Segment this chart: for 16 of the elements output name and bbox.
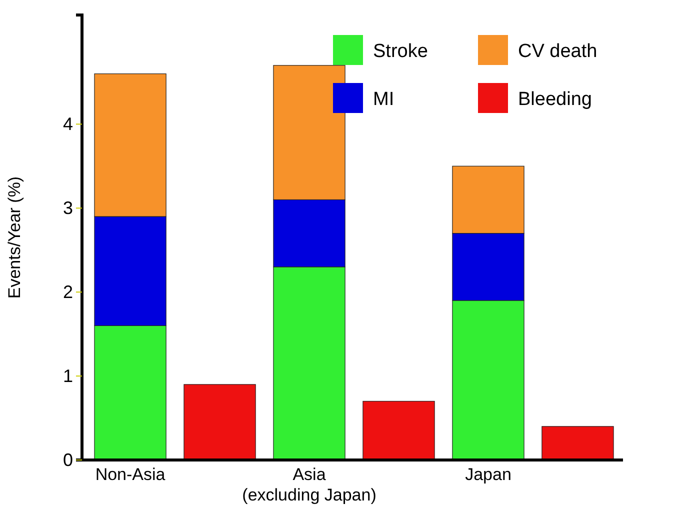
- y-tick-label: 3: [62, 198, 73, 218]
- y-tick-label: 2: [62, 282, 73, 302]
- y-axis-title: Events/Year (%): [5, 176, 24, 299]
- y-tick-label: 1: [62, 366, 73, 386]
- bar: [362, 400, 435, 460]
- y-tick-label: 0: [62, 450, 73, 470]
- x-tick-label: Japan: [465, 465, 512, 484]
- x-tick-label: Asia (excluding Japan): [242, 465, 376, 504]
- bar: [184, 384, 256, 460]
- y-tick-label: 4: [62, 114, 73, 134]
- x-tick-label: Non-Asia: [95, 465, 166, 484]
- legend-label: Stroke: [373, 41, 428, 62]
- legend-label: MI: [373, 89, 394, 110]
- legend-label: CV death: [518, 41, 598, 62]
- bar: [542, 426, 614, 460]
- legend-label: Bleeding: [518, 89, 592, 110]
